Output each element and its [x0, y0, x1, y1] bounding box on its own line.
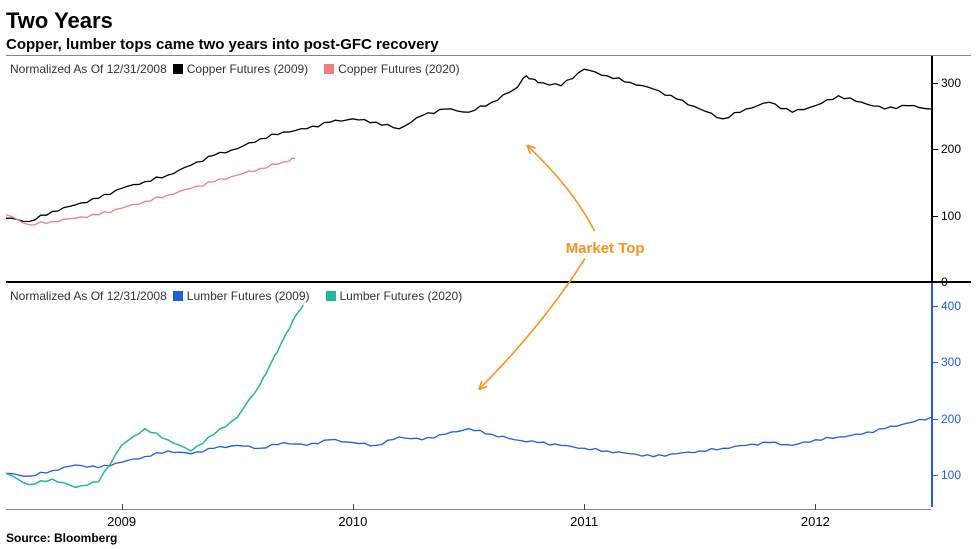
- legend-swatch: [173, 64, 183, 74]
- legend-series-label: Copper Futures (2020): [338, 62, 459, 76]
- ytick-label: 300: [941, 355, 961, 369]
- ytick-label: 400: [941, 299, 961, 313]
- legend-item: Copper Futures (2009): [173, 62, 308, 76]
- chart-area: Normalized As Of 12/31/2008 Copper Future…: [6, 55, 971, 507]
- chart-title: Two Years: [0, 0, 977, 34]
- legend-item: Lumber Futures (2009): [173, 289, 310, 303]
- xtick-line: [353, 504, 354, 510]
- xtick-label: 2009: [107, 514, 136, 529]
- yaxis-lumber: 100 200 300 400: [931, 283, 971, 507]
- source-label: Source: Bloomberg: [6, 531, 117, 545]
- yaxis-copper: 0100200300: [931, 56, 971, 281]
- panel-lumber: Normalized As Of 12/31/2008 Lumber Future…: [6, 281, 971, 507]
- xtick-line: [122, 504, 123, 510]
- series-copper: [6, 56, 931, 281]
- legend-series-label: Lumber Futures (2009): [187, 289, 310, 303]
- legend-swatch: [324, 64, 334, 74]
- xtick-line: [584, 504, 585, 510]
- legend-prefix: Normalized As Of 12/31/2008: [10, 289, 167, 303]
- xtick-line: [815, 504, 816, 510]
- x-axis: 2009 2010 2011 2012: [6, 509, 931, 529]
- market-top-label: Market Top: [566, 240, 645, 257]
- legend-copper: Normalized As Of 12/31/2008 Copper Future…: [10, 60, 470, 78]
- legend-swatch: [173, 291, 183, 301]
- legend-item: Copper Futures (2020): [324, 62, 459, 76]
- plot-copper: Normalized As Of 12/31/2008 Copper Future…: [6, 56, 931, 281]
- ytick-label: 100: [941, 209, 961, 223]
- xtick-label: 2011: [570, 514, 598, 529]
- xtick-label: 2012: [801, 514, 830, 529]
- xtick-label: 2010: [338, 514, 367, 529]
- plot-lumber: Normalized As Of 12/31/2008 Lumber Future…: [6, 283, 931, 507]
- legend-series-label: Lumber Futures (2020): [340, 289, 463, 303]
- legend-series-label: Copper Futures (2009): [187, 62, 308, 76]
- legend-item: Lumber Futures (2020): [326, 289, 463, 303]
- ytick-label: 100: [941, 468, 961, 482]
- legend-swatch: [326, 291, 336, 301]
- series-lumber: [6, 283, 931, 507]
- ytick-label: 200: [941, 412, 961, 426]
- panel-copper: Normalized As Of 12/31/2008 Copper Future…: [6, 55, 971, 281]
- legend-prefix: Normalized As Of 12/31/2008: [10, 62, 167, 76]
- ytick-label: 300: [941, 76, 961, 90]
- legend-lumber: Normalized As Of 12/31/2008 Lumber Future…: [10, 287, 472, 305]
- ytick-label: 200: [941, 142, 961, 156]
